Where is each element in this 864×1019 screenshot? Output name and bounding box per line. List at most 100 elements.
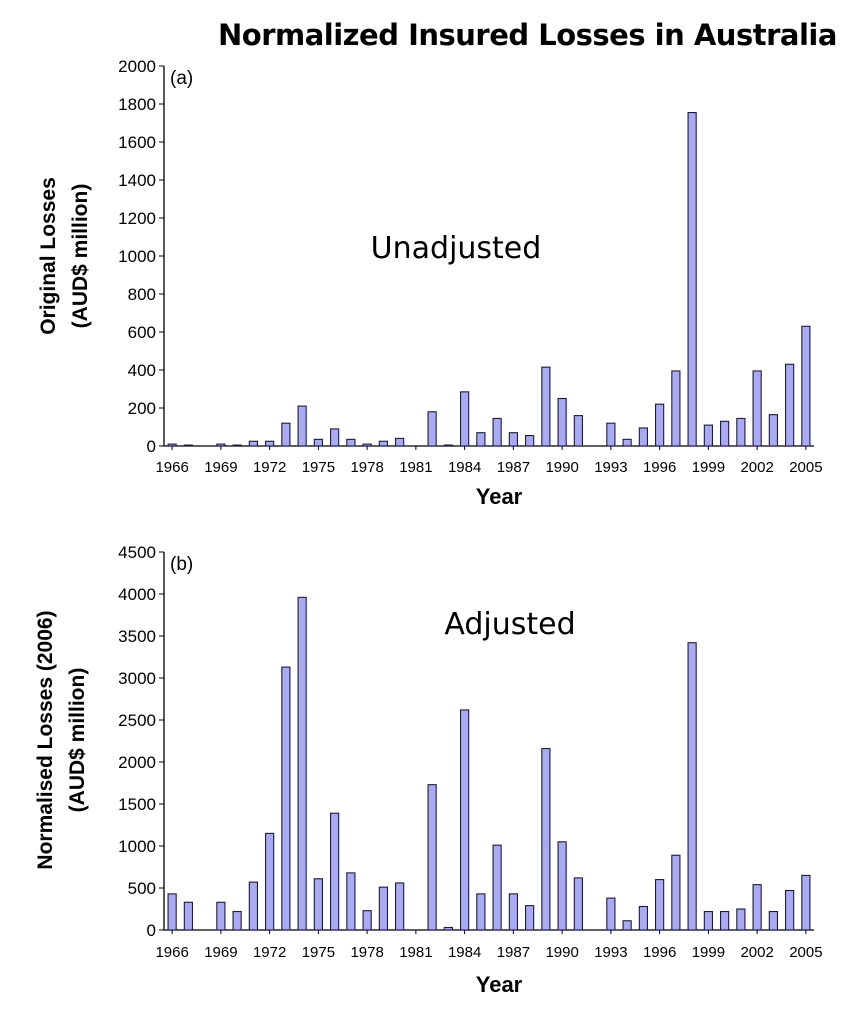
bar [687, 642, 697, 931]
y-axis-title: Normalised Losses (2006) [34, 610, 57, 869]
bar [476, 432, 486, 447]
bar [232, 444, 242, 447]
bar [638, 427, 648, 447]
bar [768, 414, 778, 447]
x-axis-title: Year [476, 972, 523, 997]
bar [768, 910, 778, 931]
y-tick-label: 1500 [118, 795, 156, 814]
bar [216, 443, 226, 447]
x-tick-label: 1972 [253, 459, 286, 476]
bar [720, 910, 730, 931]
y-axis-title: (AUD$ million) [66, 668, 89, 813]
x-tick-label: 1981 [399, 459, 432, 476]
bar [703, 910, 713, 931]
bar [573, 877, 583, 931]
bar [622, 438, 632, 447]
x-tick-label: 1993 [594, 459, 627, 476]
y-axis-title: (AUD$ million) [69, 184, 92, 329]
bar [362, 443, 372, 447]
x-tick-label: 2002 [740, 944, 773, 961]
y-tick-label: 2000 [118, 57, 156, 76]
y-tick-label: 200 [128, 399, 156, 418]
x-tick-label: 1978 [350, 944, 383, 961]
y-tick-label: 3500 [118, 627, 156, 646]
y-tick-label: 0 [147, 921, 156, 940]
bar [557, 397, 567, 447]
x-tick-label: 1969 [204, 944, 237, 961]
bar [395, 882, 405, 931]
y-tick-label: 400 [128, 361, 156, 380]
panel-label: (a) [170, 68, 193, 89]
bar [232, 910, 242, 931]
bar [313, 438, 323, 447]
chart-annotation: Unadjusted [371, 231, 542, 266]
bar [785, 889, 795, 931]
x-tick-label: 1990 [545, 459, 578, 476]
bar [671, 370, 681, 447]
chart-annotation: Adjusted [444, 607, 575, 642]
bar [541, 748, 551, 931]
bar [801, 874, 811, 931]
bar [248, 881, 258, 931]
y-tick-label: 1000 [118, 247, 156, 266]
y-tick-label: 800 [128, 285, 156, 304]
bar [525, 905, 535, 931]
x-tick-label: 1966 [155, 459, 188, 476]
x-axis-title: Year [476, 484, 523, 509]
bar [216, 901, 226, 931]
x-tick-label: 2005 [789, 459, 822, 476]
bar [167, 443, 177, 447]
bar [378, 440, 388, 447]
bar [346, 438, 356, 447]
bar [655, 879, 665, 931]
x-tick-label: 2005 [789, 944, 822, 961]
bar [638, 905, 648, 931]
bar [297, 596, 307, 931]
y-tick-label: 4000 [118, 585, 156, 604]
bar [655, 403, 665, 447]
bar [281, 422, 291, 447]
x-tick-label: 1990 [545, 944, 578, 961]
bar [606, 897, 616, 931]
bar [330, 812, 340, 931]
bar [508, 893, 518, 931]
y-tick-label: 0 [147, 437, 156, 456]
x-tick-label: 1999 [692, 944, 725, 961]
x-tick-label: 1969 [204, 459, 237, 476]
chart-title: Normalized Insured Losses in Australia [218, 18, 837, 52]
bar [541, 366, 551, 447]
x-tick-label: 1981 [399, 944, 432, 961]
bar [671, 854, 681, 931]
bar [443, 926, 453, 931]
x-tick-label: 1984 [448, 459, 481, 476]
y-tick-label: 1000 [118, 837, 156, 856]
bar [346, 872, 356, 931]
x-tick-label: 1975 [302, 459, 335, 476]
y-tick-label: 1800 [118, 95, 156, 114]
y-tick-label: 1200 [118, 209, 156, 228]
x-tick-label: 1978 [350, 459, 383, 476]
bar [736, 908, 746, 931]
bar [395, 437, 405, 447]
x-tick-label: 1996 [643, 944, 676, 961]
bar [492, 417, 502, 447]
bar [460, 709, 470, 931]
bar [752, 370, 762, 447]
bar [281, 666, 291, 931]
bar [508, 432, 518, 447]
bar [622, 920, 632, 931]
y-tick-label: 2000 [118, 753, 156, 772]
y-tick-label: 2500 [118, 711, 156, 730]
panel-label: (b) [170, 554, 193, 575]
y-tick-label: 500 [128, 879, 156, 898]
bar [248, 440, 258, 447]
x-tick-label: 1966 [155, 944, 188, 961]
x-tick-label: 1996 [643, 459, 676, 476]
bar [183, 901, 193, 931]
x-tick-label: 2002 [740, 459, 773, 476]
bar [720, 420, 730, 447]
bar [443, 444, 453, 447]
bar [573, 415, 583, 447]
y-tick-label: 4500 [118, 543, 156, 562]
